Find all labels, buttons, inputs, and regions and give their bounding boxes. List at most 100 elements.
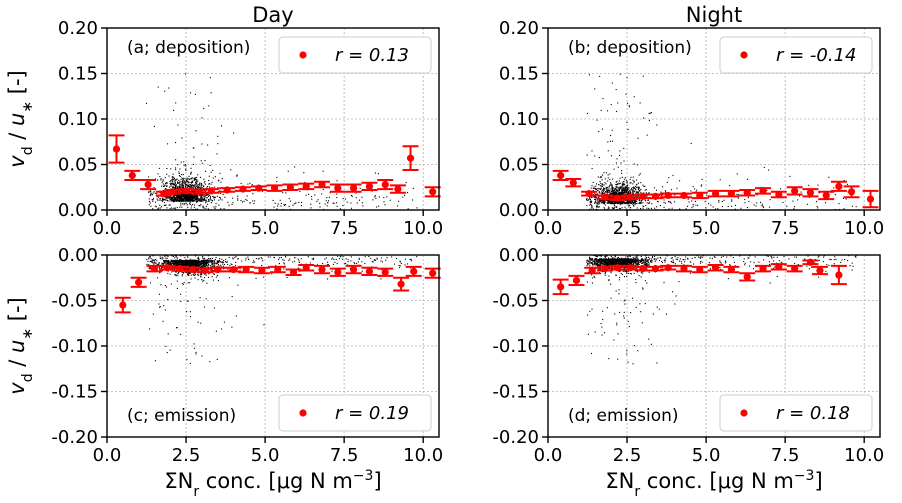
scatter-point xyxy=(186,311,187,312)
scatter-point xyxy=(159,268,160,269)
scatter-point xyxy=(407,192,408,193)
scatter-point xyxy=(187,264,188,265)
scatter-point xyxy=(222,262,223,263)
scatter-point xyxy=(160,207,161,208)
y-tick-label: -0.15 xyxy=(51,382,98,403)
scatter-point xyxy=(171,271,172,272)
scatter-point xyxy=(193,157,194,158)
scatter-point xyxy=(208,277,209,278)
scatter-point xyxy=(170,184,171,185)
scatter-point xyxy=(176,184,177,185)
scatter-point xyxy=(153,262,154,263)
scatter-point xyxy=(660,192,661,193)
scatter-point xyxy=(378,206,379,207)
scatter-point xyxy=(200,198,201,199)
scatter-point xyxy=(757,194,758,195)
scatter-point xyxy=(183,263,184,264)
scatter-point xyxy=(241,261,242,262)
scatter-point xyxy=(614,169,615,170)
scatter-point xyxy=(646,189,647,190)
scatter-point xyxy=(195,263,196,264)
scatter-point xyxy=(623,148,624,149)
scatter-point xyxy=(336,202,337,203)
scatter-point xyxy=(326,257,327,258)
scatter-point xyxy=(164,262,165,263)
scatter-point xyxy=(817,206,818,207)
scatter-point xyxy=(605,183,606,184)
scatter-point xyxy=(237,174,238,175)
scatter-point xyxy=(186,359,187,360)
scatter-point xyxy=(214,197,215,198)
scatter-point xyxy=(728,206,729,207)
scatter-point xyxy=(598,131,599,132)
legend-label: r = -0.14 xyxy=(776,45,857,66)
scatter-point xyxy=(187,201,188,202)
scatter-point xyxy=(161,263,162,264)
scatter-point xyxy=(210,165,211,166)
scatter-point xyxy=(189,265,190,266)
scatter-point xyxy=(630,189,631,190)
scatter-point xyxy=(332,258,333,259)
scatter-point xyxy=(598,207,599,208)
scatter-point xyxy=(621,192,622,193)
scatter-point xyxy=(150,261,151,262)
scatter-point xyxy=(621,201,622,202)
scatter-point xyxy=(644,186,645,187)
scatter-point xyxy=(333,203,334,204)
scatter-point xyxy=(590,200,591,201)
binned-point xyxy=(230,266,237,273)
scatter-point xyxy=(354,263,355,264)
scatter-point xyxy=(600,183,601,184)
scatter-point xyxy=(624,179,625,180)
scatter-point xyxy=(617,190,618,191)
binned-point xyxy=(394,185,401,192)
scatter-point xyxy=(185,198,186,199)
scatter-point xyxy=(413,188,414,189)
scatter-point xyxy=(217,275,218,276)
scatter-point xyxy=(181,174,182,175)
scatter-point xyxy=(148,191,149,192)
scatter-point xyxy=(656,206,657,207)
scatter-point xyxy=(312,258,313,259)
scatter-point xyxy=(598,196,599,197)
scatter-point xyxy=(350,202,351,203)
scatter-point xyxy=(348,259,349,260)
scatter-point xyxy=(614,208,615,209)
scatter-point xyxy=(158,264,159,265)
scatter-point xyxy=(201,160,202,161)
scatter-point xyxy=(161,186,162,187)
scatter-point xyxy=(641,201,642,202)
scatter-point xyxy=(201,196,202,197)
scatter-point xyxy=(162,264,163,265)
scatter-point xyxy=(622,182,623,183)
scatter-point xyxy=(638,187,639,188)
scatter-point xyxy=(616,192,617,193)
scatter-point xyxy=(731,206,732,207)
binned-point xyxy=(366,268,373,275)
scatter-point xyxy=(808,185,809,186)
scatter-point xyxy=(768,170,769,171)
scatter-point xyxy=(636,192,637,193)
scatter-point xyxy=(164,205,165,206)
scatter-point xyxy=(313,259,314,260)
scatter-point xyxy=(695,205,696,206)
scatter-point xyxy=(641,263,642,264)
scatter-point xyxy=(282,192,283,193)
scatter-point xyxy=(640,189,641,190)
scatter-point xyxy=(185,74,186,75)
scatter-point xyxy=(192,263,193,264)
scatter-point xyxy=(594,88,595,89)
x-tick-label: 5.0 xyxy=(692,218,721,239)
scatter-point xyxy=(668,201,669,202)
scatter-point xyxy=(252,200,253,201)
scatter-point xyxy=(237,198,238,199)
scatter-point xyxy=(333,259,334,260)
scatter-point xyxy=(614,190,615,191)
scatter-point xyxy=(205,184,206,185)
scatter-point xyxy=(660,205,661,206)
scatter-point xyxy=(646,261,647,262)
scatter-point xyxy=(705,201,706,202)
column-title: Day xyxy=(252,3,293,27)
scatter-point xyxy=(642,208,643,209)
scatter-point xyxy=(833,187,834,188)
